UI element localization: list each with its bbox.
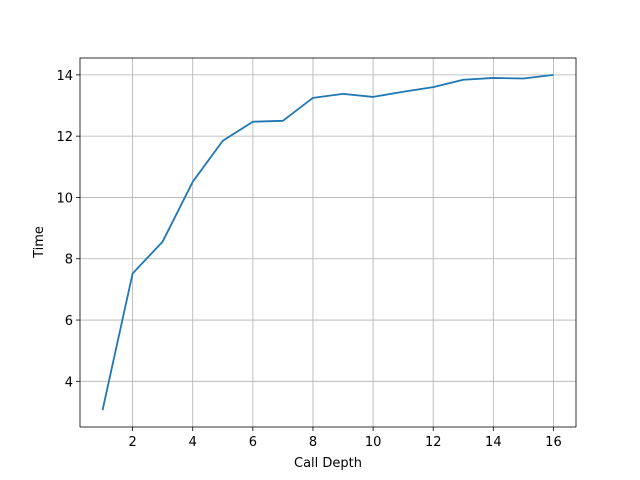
plot-frame [79,57,577,428]
y-tick-label: 6 [65,314,73,329]
y-tick-label: 14 [56,69,73,84]
x-tick-label: 14 [485,435,502,450]
x-tick-label: 4 [189,435,197,450]
x-axis-label: Call Depth [294,456,362,471]
x-tick-label: 12 [425,435,442,450]
y-tick-label: 12 [56,130,73,145]
y-axis-label: Time [32,226,47,259]
x-tick-label: 10 [365,435,382,450]
data-line [101,73,554,411]
y-tick-label: 10 [56,191,73,206]
x-tick-label: 16 [545,435,562,450]
y-tick-label: 4 [65,375,73,390]
x-tick-label: 6 [249,435,257,450]
x-tick-label: 2 [128,435,136,450]
x-tick-label: 8 [309,435,317,450]
y-tick-label: 8 [65,253,73,268]
